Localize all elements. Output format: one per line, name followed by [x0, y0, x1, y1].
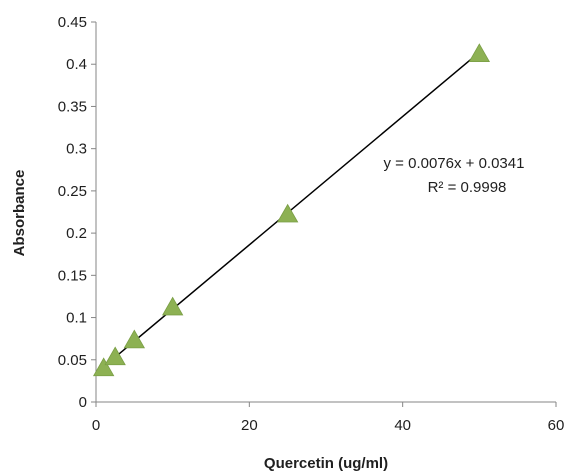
- data-point-triangle: [104, 346, 126, 366]
- trendline-equation: y = 0.0076x + 0.0341: [384, 155, 525, 172]
- trendline-r-squared: R² = 0.9998: [428, 179, 507, 196]
- data-point-triangle: [468, 43, 491, 62]
- y-tick-label: 0.05: [58, 352, 87, 369]
- data-point-triangle: [123, 329, 146, 349]
- data-points: [92, 43, 491, 377]
- y-tick-label: 0.25: [58, 183, 87, 200]
- data-point-triangle: [276, 203, 299, 223]
- x-tick-label: 20: [241, 417, 258, 434]
- y-axis-title: Absorbance: [11, 170, 28, 257]
- x-axis-title: Quercetin (ug/ml): [264, 455, 388, 472]
- y-tick-label: 0: [79, 394, 87, 411]
- trendline: [103, 51, 480, 368]
- y-tick-label: 0.45: [58, 14, 87, 31]
- x-tick-label: 0: [92, 417, 100, 434]
- y-tick-label: 0.35: [58, 98, 87, 115]
- axes: [95, 22, 556, 403]
- data-point-triangle: [161, 296, 184, 316]
- y-tick-label: 0.2: [66, 225, 87, 242]
- data-point-triangle: [92, 357, 115, 377]
- trendline-group: [103, 51, 480, 368]
- x-tick-label: 60: [548, 417, 565, 434]
- y-tick-label: 0.15: [58, 267, 87, 284]
- x-tick-label: 40: [394, 417, 411, 434]
- ticks: 0 0.05 0.1 0.15 0.2 0.25 0.3 0.35 0.4 0.45 0 20 40 60: [58, 14, 565, 434]
- y-tick-label: 0.4: [66, 56, 87, 73]
- y-tick-label: 0.1: [66, 310, 87, 327]
- y-tick-label: 0.3: [66, 141, 87, 158]
